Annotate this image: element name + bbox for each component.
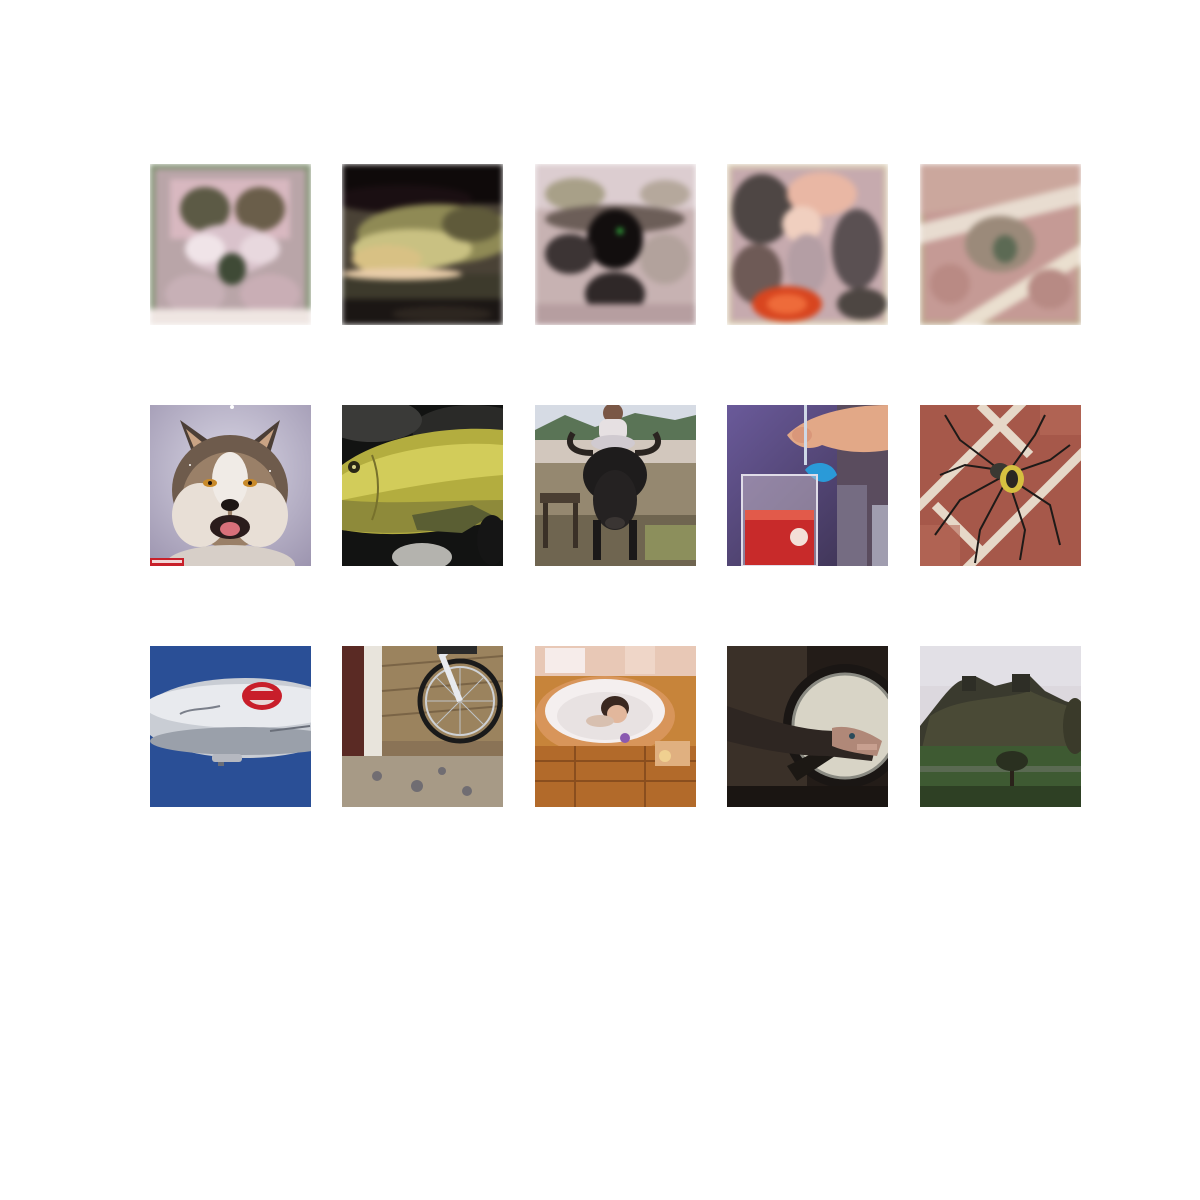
spider-reconstruction-image: [920, 164, 1081, 325]
hot-tub-image: [535, 646, 696, 807]
fish-reconstruction-image: [342, 164, 503, 325]
reconstruction-tile-wolf: [150, 164, 311, 325]
original-tile-hot-tub: [535, 646, 696, 807]
reconstruction-tile-buffalo: [535, 164, 696, 325]
original-tile-wolf: [150, 405, 311, 566]
original-tile-spider: [920, 405, 1081, 566]
original-tile-beaker: [727, 405, 888, 566]
fish-image: [342, 405, 503, 566]
water-buffalo-image: [535, 405, 696, 566]
bicycle-image: [342, 646, 503, 807]
spider-image: [920, 405, 1081, 566]
original-tile-airship: [150, 646, 311, 807]
reconstruction-tile-fish: [342, 164, 503, 325]
reconstruction-tile-spider: [920, 164, 1081, 325]
beaker-image: [727, 405, 888, 566]
castle-ruin-image: [920, 646, 1081, 807]
original-tile-buffalo: [535, 405, 696, 566]
beaker-reconstruction-image: [727, 164, 888, 325]
water-buffalo-reconstruction-image: [535, 164, 696, 325]
wolf-image: [150, 405, 311, 566]
original-tile-fish: [342, 405, 503, 566]
original-tile-banjo: [727, 646, 888, 807]
banjo-image: [727, 646, 888, 807]
original-tile-castle: [920, 646, 1081, 807]
wolf-reconstruction-image: [150, 164, 311, 325]
original-tile-bicycle: [342, 646, 503, 807]
reconstruction-tile-beaker: [727, 164, 888, 325]
airship-image: [150, 646, 311, 807]
